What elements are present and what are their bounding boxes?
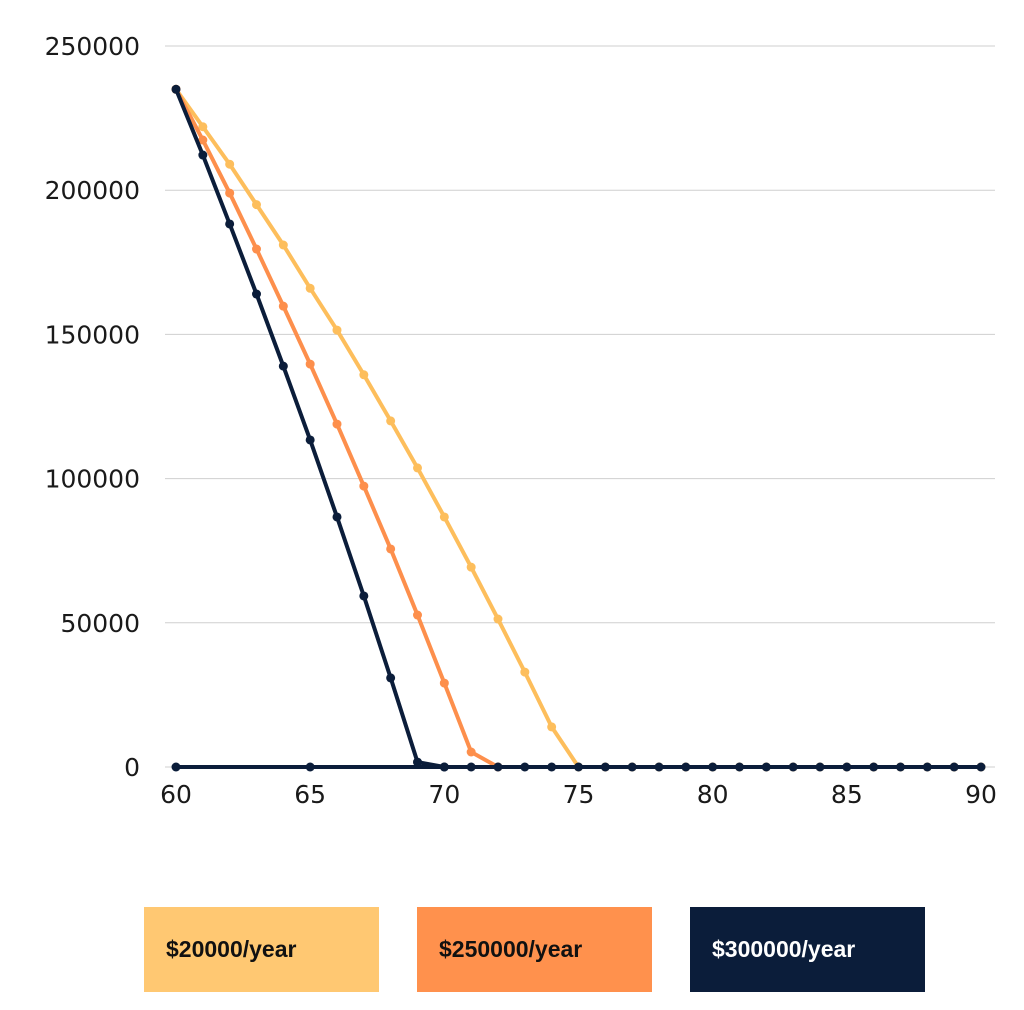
data-point — [386, 673, 396, 683]
data-point — [305, 762, 315, 772]
data-point — [493, 614, 503, 624]
data-point — [359, 481, 369, 491]
data-point — [600, 762, 610, 772]
data-point — [278, 301, 288, 311]
data-point — [493, 762, 503, 772]
data-point — [252, 289, 261, 299]
legend-item: $300000/year — [690, 907, 925, 992]
data-point — [466, 762, 476, 772]
y-tick-label: 150000 — [45, 320, 140, 349]
data-point — [278, 240, 288, 250]
data-point — [332, 512, 342, 522]
data-point — [305, 283, 315, 293]
data-point — [198, 135, 208, 145]
data-point — [278, 361, 288, 371]
x-tick-label: 80 — [697, 780, 729, 809]
x-tick-label: 70 — [428, 780, 460, 809]
data-point — [386, 416, 396, 426]
data-point — [761, 762, 771, 772]
data-point — [225, 219, 235, 229]
x-tick-label: 60 — [160, 780, 192, 809]
data-point — [922, 762, 932, 772]
data-point — [439, 762, 449, 772]
data-point — [574, 762, 583, 772]
data-point — [547, 722, 557, 732]
data-point — [869, 762, 879, 772]
data-point — [735, 762, 744, 772]
data-point — [815, 762, 825, 772]
x-tick-label: 75 — [563, 780, 595, 809]
data-point — [413, 757, 422, 767]
data-point — [439, 512, 449, 522]
data-point — [413, 463, 422, 473]
data-point — [466, 747, 476, 757]
x-tick-label: 65 — [294, 780, 326, 809]
data-point — [896, 762, 905, 772]
data-point — [252, 244, 261, 254]
data-point — [359, 591, 369, 601]
data-point — [171, 762, 181, 772]
data-point — [225, 188, 235, 198]
y-tick-label: 50000 — [60, 609, 140, 638]
data-point — [466, 562, 476, 572]
data-point — [413, 610, 422, 620]
data-point — [842, 762, 852, 772]
data-point — [547, 762, 557, 772]
legend-item: $250000/year — [417, 907, 652, 992]
x-tick-label: 90 — [965, 780, 997, 809]
data-point — [252, 200, 261, 210]
data-point — [305, 435, 315, 445]
y-tick-label: 0 — [124, 753, 140, 782]
data-point — [681, 762, 691, 772]
data-point — [788, 762, 798, 772]
data-point — [439, 678, 449, 688]
data-point — [359, 370, 369, 380]
series-line — [174, 88, 981, 769]
data-point — [305, 359, 315, 369]
data-point — [386, 544, 396, 554]
data-point — [708, 762, 718, 772]
data-point — [198, 150, 208, 160]
x-tick-label: 85 — [831, 780, 863, 809]
data-point — [225, 159, 235, 169]
data-point — [627, 762, 637, 772]
data-point — [171, 84, 181, 94]
y-tick-label: 100000 — [45, 465, 140, 494]
data-point — [654, 762, 664, 772]
y-tick-label: 250000 — [45, 32, 140, 61]
legend-item: $20000/year — [144, 907, 379, 992]
data-point — [976, 762, 986, 772]
data-point — [520, 762, 530, 772]
series-line — [174, 88, 445, 769]
data-point — [332, 419, 342, 429]
data-point — [332, 325, 342, 335]
y-tick-label: 200000 — [45, 176, 140, 205]
data-point — [198, 122, 208, 132]
data-point — [949, 762, 959, 772]
data-point — [520, 667, 530, 677]
